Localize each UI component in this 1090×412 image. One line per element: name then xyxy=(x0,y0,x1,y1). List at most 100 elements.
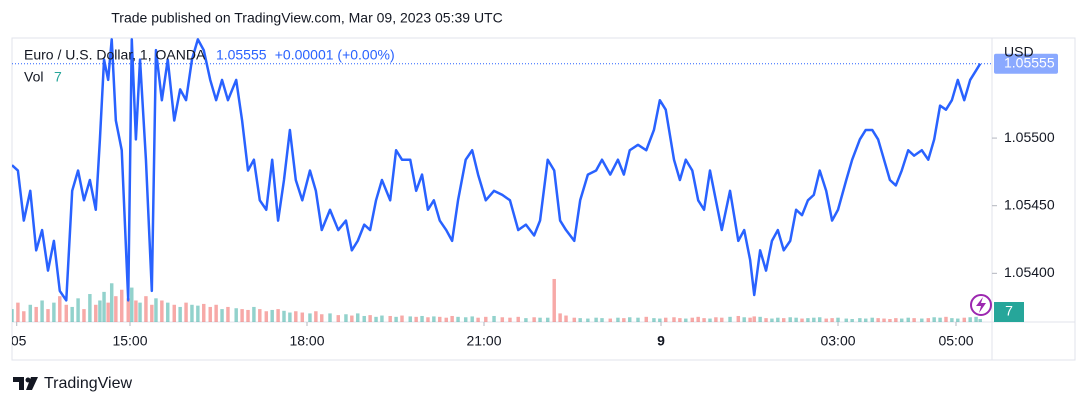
volume-bar xyxy=(864,318,868,322)
volume-bar xyxy=(736,315,741,322)
volume-bar xyxy=(94,304,98,322)
volume-bar xyxy=(870,317,874,322)
volume-bar xyxy=(876,318,880,322)
volume-bar xyxy=(22,311,26,322)
volume-bar xyxy=(545,317,550,322)
volume-bar xyxy=(106,302,110,322)
volume-bar xyxy=(172,304,176,322)
volume-bar xyxy=(12,309,14,322)
volume-bar xyxy=(476,317,480,322)
volume-bar xyxy=(88,294,92,322)
volume-bar xyxy=(844,318,848,322)
logo-part xyxy=(13,377,24,390)
volume-bar xyxy=(830,318,834,322)
volume-bar xyxy=(120,289,124,322)
volume-bar xyxy=(276,309,280,322)
chart-frame xyxy=(11,37,1076,361)
volume-bar xyxy=(16,302,20,322)
volume-bar xyxy=(672,317,676,322)
volume-bar xyxy=(888,318,892,322)
volume-bar xyxy=(190,304,194,322)
volume-bar xyxy=(214,304,218,322)
logo-part xyxy=(25,377,31,383)
volume-bar xyxy=(196,305,200,322)
volume-bar xyxy=(82,309,86,322)
volume-bar xyxy=(126,298,130,322)
volume-bar xyxy=(968,317,972,322)
x-tick-label: 03:00 xyxy=(820,333,855,349)
volume-legend-name: Vol xyxy=(24,69,43,85)
volume-bar xyxy=(470,316,474,322)
volume-bar xyxy=(130,287,134,322)
volume-bar xyxy=(258,309,262,322)
volume-bar xyxy=(616,317,620,322)
volume-bar xyxy=(426,317,430,322)
volume-bar xyxy=(600,318,604,322)
event-icon[interactable] xyxy=(970,294,992,316)
x-tick-label: 9 xyxy=(657,333,665,349)
volume-bar xyxy=(752,316,756,322)
volume-bar xyxy=(374,316,378,322)
volume-price-label: 7 xyxy=(1005,303,1013,319)
volume-bar xyxy=(98,300,102,322)
volume-bar xyxy=(314,311,318,322)
x-tick-label: 05:00 xyxy=(938,333,973,349)
volume-bar xyxy=(714,317,718,322)
volume-bar xyxy=(294,311,298,322)
axes: 1.05500 1.05450 1.05400:05 15:00 18:00 21:00 9… xyxy=(12,53,1058,349)
volume-bar xyxy=(264,311,269,322)
volume-bar xyxy=(344,314,348,322)
volume-bar xyxy=(58,296,62,322)
volume-bar xyxy=(564,315,568,322)
volume-bar xyxy=(308,313,312,322)
volume-price-box xyxy=(994,302,1024,322)
volume-bar xyxy=(234,308,238,322)
brand-name: TradingView xyxy=(44,375,132,392)
volume-bar xyxy=(678,318,682,322)
volume-bar xyxy=(160,300,164,322)
volume-bar xyxy=(220,309,224,322)
plot-area xyxy=(12,38,992,322)
volume-bar xyxy=(28,304,33,322)
volume-bar xyxy=(380,315,384,322)
logo-part xyxy=(26,377,38,390)
volume-bar xyxy=(652,318,656,322)
y-tick-label: 1.05450 xyxy=(1004,196,1055,212)
volume-bar xyxy=(208,306,212,322)
volume-bar xyxy=(202,303,206,322)
last-price-label: 1.05555 xyxy=(1004,54,1055,70)
volume-bar xyxy=(702,318,706,322)
volume-bar xyxy=(463,317,468,322)
x-tick-label: 15:00 xyxy=(112,333,147,349)
volume-bar xyxy=(974,316,978,322)
volume-bar xyxy=(178,306,182,322)
legend-symbol: Euro / U.S. Dollar, 1, OANDA xyxy=(24,47,206,63)
volume-bar xyxy=(628,317,632,322)
volume-bar xyxy=(696,316,700,322)
volume-bar xyxy=(658,318,662,322)
volume-bar xyxy=(817,317,822,322)
volume-bar xyxy=(663,317,668,322)
volume-bar xyxy=(368,315,372,322)
last-price-box xyxy=(994,53,1058,74)
volume-bar xyxy=(414,316,418,322)
volume-bar xyxy=(956,318,960,322)
volume-bar xyxy=(836,317,840,322)
volume-bar xyxy=(636,317,640,322)
volume-bar xyxy=(894,318,898,322)
volume-bar xyxy=(134,300,138,322)
volume-bar xyxy=(400,315,404,322)
volume-bar xyxy=(758,316,762,322)
volume-bar xyxy=(270,309,274,322)
volume-bar xyxy=(608,318,612,322)
volume-bar xyxy=(912,318,916,322)
volume-bar xyxy=(906,317,910,322)
volume-bar xyxy=(300,312,305,322)
event-icon-bolt[interactable] xyxy=(976,297,986,313)
volume-bar xyxy=(800,318,804,322)
volume-bar xyxy=(138,302,142,322)
volume-bar xyxy=(394,316,398,322)
volume-bar xyxy=(450,315,454,322)
volume-bar xyxy=(46,309,50,322)
volume-bar xyxy=(144,296,148,322)
